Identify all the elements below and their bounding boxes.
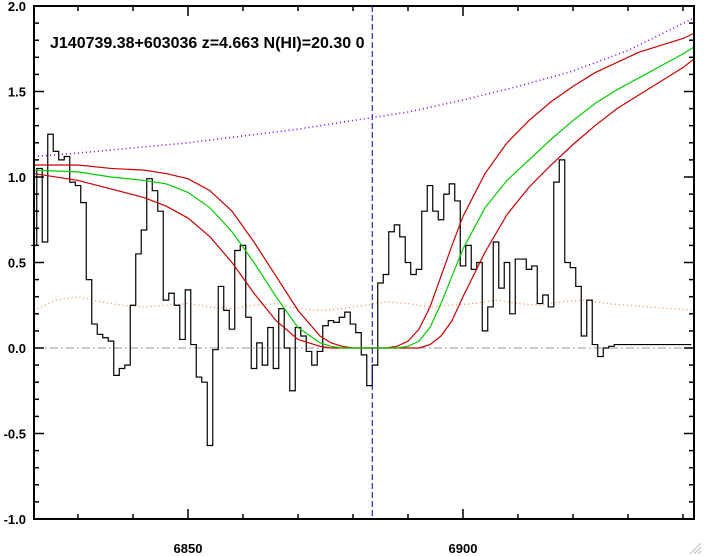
x-tick-label: 6850 (174, 541, 203, 556)
y-tick-label: 1.0 (8, 170, 26, 185)
series-flux (31, 133, 692, 447)
chart-title: J140739.38+603036 z=4.663 N(HI)=20.30 0 (50, 35, 365, 52)
series-error (33, 296, 695, 311)
series-model-upper (34, 32, 695, 349)
resize-grip-icon (689, 542, 702, 555)
y-tick-label: 1.5 (8, 85, 26, 100)
y-tick-label: -1.0 (4, 512, 26, 527)
x-tick-label: 6900 (449, 541, 478, 556)
y-tick-label: -0.5 (4, 427, 26, 442)
series-model (33, 46, 695, 349)
y-tick-label: 0.5 (8, 256, 26, 271)
y-tick-label: 0.0 (8, 341, 26, 356)
data-lines (31, 6, 695, 519)
y-tick-label: 2.0 (8, 0, 26, 14)
axis-ticks: -1.0 -0.5 0.0 0.5 1.0 1.5 2.0 6850 6900 (4, 0, 694, 556)
